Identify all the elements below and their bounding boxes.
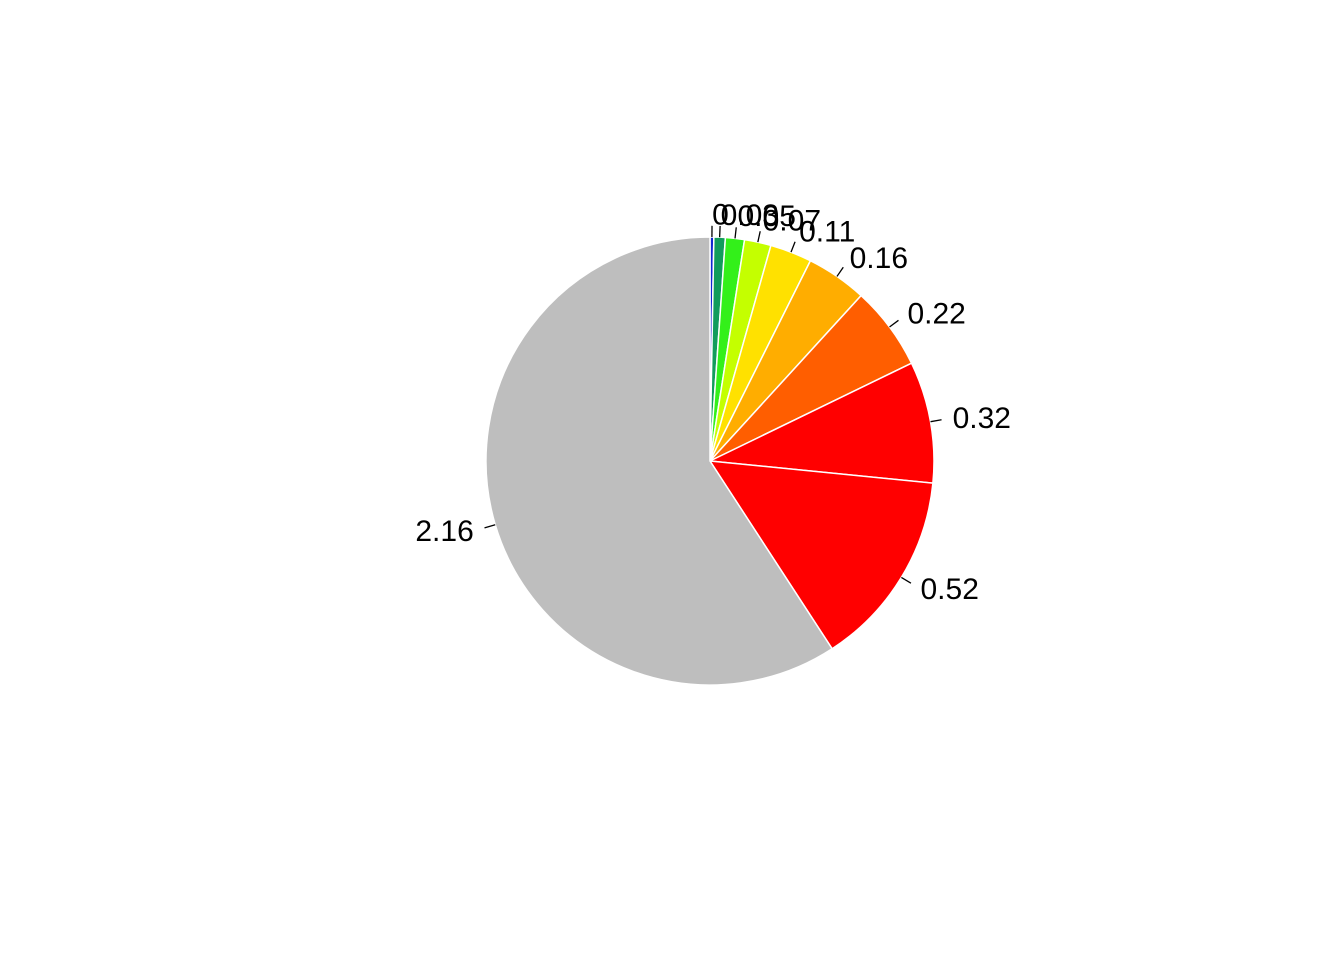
label-tick [790, 241, 796, 253]
pie-slice [485, 236, 834, 686]
label-tick [901, 576, 912, 584]
slice-label: 0.03 [721, 199, 779, 232]
label-tick [484, 524, 496, 529]
slice-label: 2.16 [415, 515, 473, 548]
slice-label: 0 [712, 199, 729, 232]
slice-label: 0.11 [799, 215, 855, 248]
pie-slice [708, 460, 934, 650]
label-tick [889, 319, 899, 328]
label-tick [734, 227, 737, 239]
label-tick [757, 231, 761, 243]
slice-label: 0.32 [953, 402, 1011, 435]
slice-label: 0.22 [907, 298, 965, 331]
label-ticks [484, 225, 942, 584]
slice-label: 0.07 [763, 204, 821, 237]
slice-labels: 00.030.050.070.110.16 0.22 0.32 0.52 2.16 [415, 199, 1011, 606]
slice-label: 0.16 [850, 242, 908, 275]
slice-label: 0.05 [738, 200, 796, 233]
slice-label: 0.52 [921, 573, 979, 606]
label-tick [930, 419, 942, 423]
pie-slices [485, 236, 935, 686]
label-tick [836, 266, 844, 277]
